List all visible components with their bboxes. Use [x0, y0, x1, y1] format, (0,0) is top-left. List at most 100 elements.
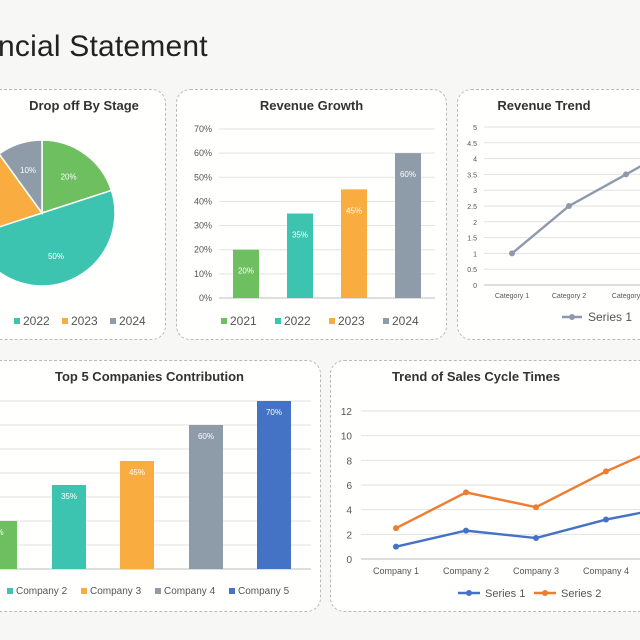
panel-sales-cycle: Trend of Sales Cycle Times 0 2 4 6 8 10 12 Comp… — [330, 360, 640, 612]
pie-slice-label: 10% — [20, 166, 36, 175]
data-point — [463, 489, 469, 496]
sales-cycle-title: Trend of Sales Cycle Times — [391, 369, 561, 384]
bar-label: 60% — [400, 170, 416, 179]
panel-revenue-growth: Revenue Growth 0% 10% 20% 30% 40% 50% 60% 70% 20… — [176, 89, 447, 340]
panel-top5: Top 5 Companies Contribution % 35% 45% 60% 7… — [0, 360, 321, 612]
x-tick-label: Company 4 — [583, 566, 629, 576]
revenue-trend-chart: 0 0.5 1 1.5 2 2.5 3 3.5 4 4.5 5 Category 1 Category … — [467, 125, 640, 324]
bar — [257, 401, 291, 569]
legend-swatch — [275, 318, 281, 324]
y-tick-label: 4.5 — [467, 141, 477, 148]
legend-swatch — [155, 588, 161, 594]
x-tick-label: Company 1 — [373, 566, 419, 576]
series-line — [395, 511, 640, 548]
series-line — [395, 455, 640, 530]
top5-title: Top 5 Companies Contribution — [55, 369, 244, 384]
y-tick-label: 8 — [346, 456, 352, 467]
y-tick-label: 60% — [194, 148, 212, 158]
legend-label: Series 1 — [485, 588, 525, 600]
legend-label: 2021 — [230, 314, 257, 328]
bar-label: 45% — [129, 468, 145, 477]
y-tick-label: 1 — [473, 251, 477, 258]
y-tick-label: 2 — [473, 220, 477, 227]
pie-slice — [0, 139, 43, 216]
legend-marker — [466, 590, 472, 596]
revenue-trend-title: Revenue Trend — [497, 98, 591, 113]
legend-swatch — [329, 318, 335, 324]
y-tick-label: 2 — [346, 530, 352, 541]
bar — [341, 189, 367, 298]
legend-swatch — [229, 588, 235, 594]
y-tick-label: 20% — [194, 245, 212, 255]
y-tick-label: 3.5 — [467, 172, 477, 179]
pie-slice-label: 50% — [48, 252, 64, 261]
data-point — [603, 516, 609, 523]
y-tick-label: 0 — [346, 555, 352, 566]
data-point — [393, 543, 399, 550]
panel-drop-off: Drop off By Stage 20% 50% 10% 2022 2023 2024 — [0, 89, 166, 340]
legend-label: 2022 — [23, 314, 50, 328]
y-tick-label: 2.5 — [467, 204, 477, 211]
bar-label: 35% — [292, 231, 308, 240]
data-point — [463, 527, 469, 534]
legend-swatch — [110, 318, 116, 324]
legend-marker — [542, 590, 548, 596]
y-tick-label: 10 — [341, 432, 353, 443]
data-point — [509, 250, 515, 257]
y-tick-label: 6 — [346, 481, 352, 492]
legend-label: Company 4 — [164, 586, 216, 597]
legend-label: Company 2 — [16, 586, 68, 597]
data-point — [533, 504, 539, 511]
y-tick-label: 40% — [194, 196, 212, 206]
y-tick-label: 5 — [473, 125, 477, 132]
legend-swatch — [7, 588, 13, 594]
series-line — [511, 165, 640, 255]
data-point — [393, 525, 399, 532]
y-tick-label: 70% — [194, 124, 212, 134]
top5-chart: % 35% 45% 60% 70% Company 2 Company 3 Company 4… — [0, 400, 311, 597]
legend-swatch — [62, 318, 68, 324]
legend-swatch — [383, 318, 389, 324]
pie-title: Drop off By Stage — [29, 98, 139, 113]
y-tick-label: 3 — [473, 188, 477, 195]
y-tick-label: 0% — [199, 293, 212, 303]
bar — [52, 485, 86, 569]
bar-label: 45% — [346, 206, 362, 215]
y-tick-label: 30% — [194, 221, 212, 231]
legend-label: 2023 — [338, 314, 365, 328]
bar — [0, 521, 17, 569]
bar-label: % — [0, 528, 4, 537]
x-tick-label: Category 2 — [552, 293, 586, 300]
bar — [120, 461, 154, 569]
legend-swatch — [81, 588, 87, 594]
bar-label: 20% — [238, 267, 254, 276]
sales-cycle-chart: 0 2 4 6 8 10 12 Company 1 Company 2 Company 3 Comp… — [341, 407, 640, 600]
pie-slice — [0, 153, 44, 228]
y-tick-label: 0 — [473, 283, 477, 290]
bar-label: 70% — [266, 408, 282, 417]
legend-label: 2024 — [119, 314, 146, 328]
legend-swatch — [221, 318, 227, 324]
legend-label: 2023 — [71, 314, 98, 328]
y-tick-label: 4 — [473, 157, 477, 164]
bar — [233, 249, 259, 298]
y-tick-label: 1.5 — [467, 236, 477, 243]
x-tick-label: Company 3 — [513, 566, 559, 576]
revenue-growth-title: Revenue Growth — [259, 98, 364, 113]
legend-label: 2024 — [392, 314, 419, 328]
y-tick-label: 12 — [341, 407, 353, 418]
x-tick-label: Company 2 — [443, 566, 489, 576]
y-tick-label: 0.5 — [467, 267, 477, 274]
bar-label: 35% — [61, 492, 77, 501]
data-point — [623, 171, 629, 178]
pie-chart: 20% 50% 10% 2022 2023 2024 — [0, 139, 146, 328]
legend-label: Series 2 — [561, 588, 601, 600]
pie-slice — [41, 139, 113, 215]
panel-revenue-trend: Revenue Trend 0 0.5 1 1.5 2 2.5 3 3.5 4 4.5 5 Categ… — [457, 89, 640, 340]
bar — [395, 153, 421, 298]
data-point — [566, 203, 572, 209]
revenue-growth-chart: 0% 10% 20% 30% 40% 50% 60% 70% 20% 35% 45% 60% 2021 2… — [194, 124, 435, 328]
y-tick-label: 10% — [194, 269, 212, 279]
page-title: ncial Statement — [0, 30, 208, 63]
